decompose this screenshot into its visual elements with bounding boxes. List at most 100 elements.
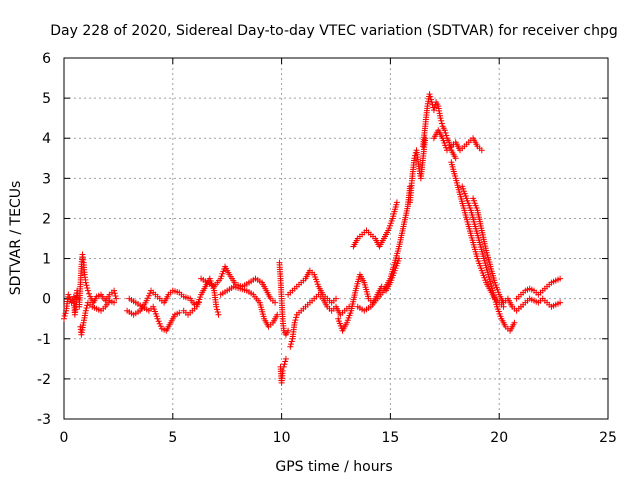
data-series-sdtvar bbox=[61, 91, 564, 386]
plot-frame bbox=[63, 57, 609, 420]
x-tick-label: 25 bbox=[599, 430, 617, 446]
data-point-run bbox=[334, 305, 343, 316]
data-point-run bbox=[182, 294, 191, 301]
data-point-run bbox=[82, 274, 89, 283]
data-point-run bbox=[468, 209, 478, 228]
data-point-run bbox=[262, 317, 271, 328]
y-tick-label: 3 bbox=[42, 171, 51, 187]
data-point-run bbox=[206, 281, 215, 289]
data-point-run bbox=[292, 314, 300, 324]
data-point-run bbox=[172, 288, 181, 295]
y-tick-label: 6 bbox=[42, 51, 51, 67]
data-point-run bbox=[103, 293, 112, 302]
data-point-run bbox=[91, 295, 99, 304]
data-point-run bbox=[86, 290, 92, 297]
data-point-run bbox=[422, 105, 431, 127]
data-point bbox=[426, 91, 433, 98]
data-point-run bbox=[83, 282, 91, 291]
data-point bbox=[441, 127, 448, 134]
data-point bbox=[61, 315, 67, 322]
data-point-run bbox=[278, 370, 286, 384]
data-point-run bbox=[344, 310, 354, 324]
y-tick-label: -2 bbox=[37, 372, 51, 388]
data-point bbox=[333, 295, 339, 302]
data-point-run bbox=[151, 306, 160, 320]
data-point-run bbox=[126, 309, 135, 317]
data-point-run bbox=[462, 209, 472, 228]
x-axis-tick-labels: 0 5 10 15 20 25 bbox=[60, 430, 617, 446]
data-point-run bbox=[132, 309, 141, 317]
data-point bbox=[111, 299, 118, 306]
data-point-run bbox=[321, 297, 330, 308]
data-point bbox=[272, 299, 279, 306]
data-point bbox=[176, 309, 183, 316]
data-point-run bbox=[363, 305, 372, 313]
data-point-run bbox=[81, 310, 89, 324]
data-point-run bbox=[239, 286, 248, 293]
data-point-run bbox=[312, 274, 321, 288]
data-point bbox=[557, 299, 564, 306]
data-point bbox=[111, 287, 118, 294]
data-point bbox=[393, 199, 400, 206]
y-tick-label: -1 bbox=[37, 332, 51, 348]
data-point-run bbox=[248, 276, 257, 285]
data-point bbox=[430, 107, 437, 114]
y-tick-label: 1 bbox=[42, 252, 51, 268]
data-point bbox=[557, 275, 564, 282]
x-tick-label: 15 bbox=[381, 430, 399, 446]
data-point-run bbox=[481, 257, 491, 276]
data-point-run bbox=[144, 290, 153, 302]
data-point-run bbox=[260, 281, 269, 292]
data-point-run bbox=[281, 358, 289, 368]
data-point-run bbox=[168, 313, 177, 324]
data-point bbox=[446, 139, 453, 146]
data-point-run bbox=[288, 338, 295, 348]
data-point-run bbox=[497, 293, 506, 304]
data-point-run bbox=[382, 229, 391, 240]
x-axis-label: GPS time / hours bbox=[275, 459, 392, 475]
data-point-run bbox=[442, 129, 450, 139]
data-point-run bbox=[373, 237, 382, 248]
data-point-run bbox=[227, 273, 238, 286]
data-point-run bbox=[376, 289, 386, 300]
x-tick-label: 5 bbox=[168, 430, 177, 446]
data-point-run bbox=[77, 326, 84, 336]
y-axis-label: SDTVAR / TECUs bbox=[8, 181, 24, 296]
data-point-run bbox=[251, 293, 262, 304]
data-point-run bbox=[472, 225, 482, 244]
data-point-run bbox=[162, 293, 171, 304]
data-point-run bbox=[356, 305, 366, 313]
data-point bbox=[422, 135, 429, 142]
data-point-run bbox=[477, 241, 487, 260]
data-point-run bbox=[111, 290, 119, 299]
data-point-run bbox=[138, 299, 149, 312]
data-point-run bbox=[141, 305, 150, 313]
data-point-run bbox=[420, 125, 428, 147]
data-point-run bbox=[246, 289, 255, 297]
data-point bbox=[113, 295, 120, 302]
data-point-run bbox=[396, 225, 406, 248]
grid bbox=[64, 58, 608, 419]
data-point-run bbox=[488, 265, 498, 284]
data-point-run bbox=[506, 297, 515, 308]
x-tick-label: 0 bbox=[60, 430, 69, 446]
data-point-run bbox=[212, 277, 222, 288]
data-point bbox=[452, 155, 459, 162]
data-point bbox=[279, 367, 286, 374]
data-point bbox=[280, 363, 287, 370]
y-tick-label: -3 bbox=[37, 412, 51, 428]
data-point-run bbox=[232, 284, 242, 291]
data-point-run bbox=[470, 241, 480, 260]
data-point-run bbox=[83, 302, 91, 311]
data-point-run bbox=[164, 321, 173, 332]
data-point bbox=[478, 147, 485, 154]
data-point-run bbox=[448, 161, 459, 179]
data-point-run bbox=[377, 237, 386, 248]
data-point bbox=[285, 327, 292, 334]
data-point-run bbox=[453, 141, 462, 152]
data-point bbox=[511, 319, 518, 326]
data-point-run bbox=[471, 197, 480, 211]
y-tick-label: 4 bbox=[42, 131, 51, 147]
data-point-run bbox=[303, 269, 312, 280]
data-point-run bbox=[479, 270, 489, 284]
